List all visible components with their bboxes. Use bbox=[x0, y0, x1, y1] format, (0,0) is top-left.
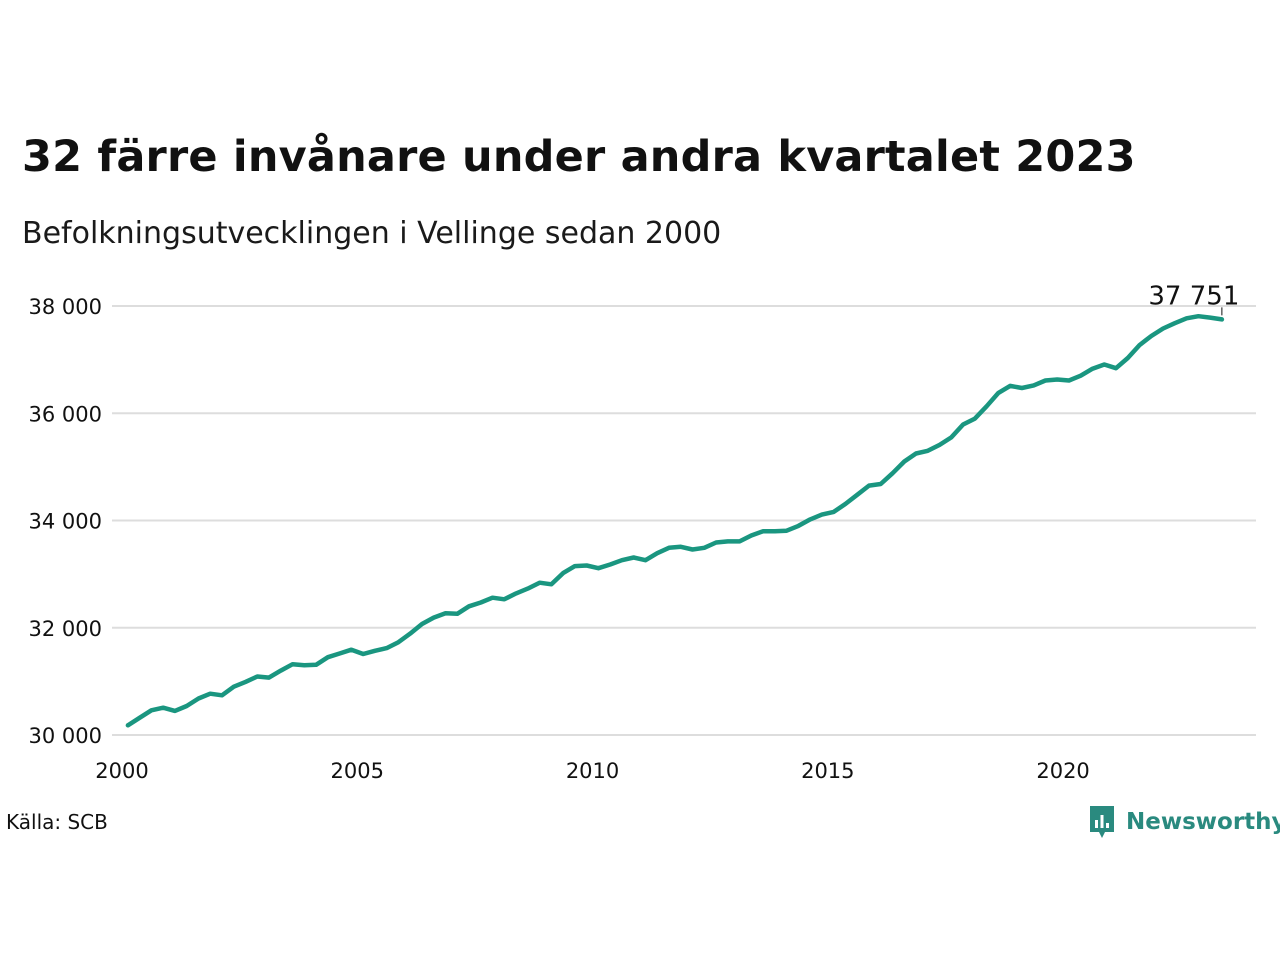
y-axis-tick-labels: 30 000 32 000 34 000 36 000 38 000 bbox=[29, 295, 102, 748]
chart-subtitle: Befolkningsutvecklingen i Vellinge sedan… bbox=[22, 216, 722, 251]
y-tick-label: 38 000 bbox=[29, 295, 102, 319]
y-tick-label: 36 000 bbox=[29, 402, 102, 426]
x-tick-label: 2000 bbox=[95, 759, 148, 783]
x-tick-label: 2010 bbox=[566, 759, 619, 783]
brand-logo: Newsworthy bbox=[1088, 804, 1280, 840]
y-tick-label: 34 000 bbox=[29, 510, 102, 534]
x-tick-label: 2020 bbox=[1036, 759, 1089, 783]
brand-name: Newsworthy bbox=[1126, 809, 1280, 835]
x-axis-tick-labels: 2000 2005 2010 2015 2020 bbox=[95, 759, 1090, 783]
x-tick-label: 2005 bbox=[331, 759, 384, 783]
population-series-line bbox=[125, 313, 1225, 728]
x-tick-label: 2015 bbox=[801, 759, 854, 783]
newsworthy-logo-icon bbox=[1090, 806, 1114, 838]
gridlines bbox=[112, 305, 1256, 736]
source-note: Källa: SCB bbox=[6, 810, 108, 834]
end-value-label: 37 751 bbox=[1148, 281, 1239, 311]
y-tick-label: 30 000 bbox=[29, 724, 102, 748]
y-tick-label: 32 000 bbox=[29, 617, 102, 641]
chart-title: 32 färre invånare under andra kvartalet … bbox=[22, 132, 1136, 182]
